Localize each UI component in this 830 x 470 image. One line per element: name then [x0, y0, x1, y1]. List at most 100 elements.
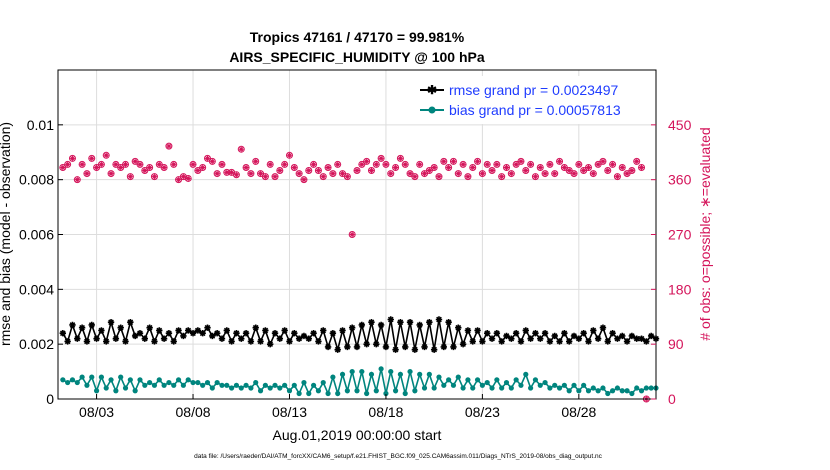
obs-point: [609, 160, 617, 168]
obs-point: [160, 163, 168, 171]
obs-point: [107, 170, 115, 178]
rmse-point: [189, 330, 197, 337]
rmse-point: [406, 319, 414, 326]
rmse-point: [585, 338, 592, 345]
bias-point: [286, 388, 293, 394]
bias-point: [108, 377, 114, 383]
bias-point: [537, 382, 543, 388]
obs-point: [285, 151, 293, 159]
bias-point: [325, 390, 331, 397]
bias-point: [238, 385, 244, 391]
bias-point: [609, 388, 616, 394]
bias-point: [499, 385, 505, 391]
obs-point: [208, 157, 216, 165]
rmse-point: [609, 330, 616, 337]
rmse-point: [329, 330, 337, 337]
rmse-point: [392, 346, 399, 353]
rmse-point: [527, 335, 534, 342]
rmse-point: [594, 335, 602, 342]
x-axis-label: Aug.01,2019 00:00:00 start: [273, 427, 442, 443]
obs-point: [358, 160, 366, 168]
bias-point: [556, 385, 563, 391]
y-left-tick-label: 0.01: [27, 117, 54, 133]
obs-point: [146, 163, 154, 171]
bias-point: [484, 379, 490, 386]
obs-point: [517, 157, 525, 165]
rmse-point: [242, 330, 250, 337]
series-layer: [59, 142, 660, 403]
obs-point: [276, 167, 284, 175]
rmse-point: [517, 338, 525, 345]
rmse-point: [165, 330, 173, 337]
obs-point: [478, 170, 486, 178]
rmse-point: [373, 340, 380, 348]
rmse-point: [185, 327, 192, 334]
rmse-point: [300, 332, 308, 340]
obs-point: [425, 167, 433, 175]
y-left-tick-label: 0.002: [19, 336, 54, 352]
obs-point: [184, 174, 192, 182]
obs-point: [589, 170, 597, 178]
rmse-point: [426, 319, 433, 326]
bias-point: [233, 382, 240, 388]
obs-point: [638, 163, 646, 171]
bias-point: [98, 374, 105, 380]
rmse-series-line: [62, 319, 657, 353]
rmse-point: [387, 316, 394, 323]
obs-point: [599, 157, 607, 165]
rmse-point: [402, 343, 409, 351]
rmse-point: [561, 330, 568, 337]
rmse-point: [228, 338, 235, 345]
rmse-point: [204, 324, 211, 331]
x-tick-label: 08/13: [272, 404, 307, 420]
rmse-point: [382, 343, 390, 351]
obs-point: [560, 163, 568, 171]
rmse-point: [493, 330, 501, 337]
rmse-point: [156, 327, 163, 334]
obs-point: [445, 163, 453, 171]
bias-point: [441, 382, 447, 388]
obs-point: [126, 173, 134, 181]
obs-point: [628, 167, 636, 175]
rmse-point: [512, 330, 520, 337]
obs-point: [565, 167, 573, 175]
rmse-point: [83, 338, 91, 345]
bias-point: [508, 385, 514, 391]
obs-point: [295, 170, 303, 178]
obs-point: [604, 167, 612, 175]
obs-point: [150, 173, 158, 181]
obs-point: [199, 163, 207, 171]
rmse-point: [498, 338, 505, 345]
x-axis-ticks: 08/03 08/08 08/13 08/18 08/23 08/28: [79, 394, 597, 420]
rmse-point: [541, 330, 549, 337]
bias-point: [142, 382, 148, 388]
rmse-point: [194, 327, 202, 334]
rmse-point: [556, 338, 563, 345]
bias-point: [494, 377, 500, 383]
rmse-point: [310, 330, 317, 337]
bias-point: [339, 371, 346, 377]
bias-point: [426, 371, 432, 377]
rmse-point: [411, 346, 419, 353]
obs-point: [623, 170, 631, 178]
bias-point: [388, 368, 394, 375]
rmse-point: [122, 338, 129, 345]
rmse-point: [358, 321, 366, 329]
bias-point: [320, 379, 326, 386]
obs-point: [474, 157, 482, 165]
bias-point: [470, 385, 476, 391]
y-left-tick-label: 0.004: [19, 281, 54, 297]
bias-point: [634, 385, 640, 391]
rmse-point: [416, 321, 423, 329]
bias-point: [547, 385, 553, 391]
rmse-point: [459, 340, 467, 348]
rmse-point: [339, 327, 346, 334]
obs-point: [310, 160, 318, 168]
rmse-point: [151, 338, 158, 345]
obs-point: [112, 160, 120, 168]
rmse-point: [348, 324, 356, 331]
bias-point: [253, 379, 259, 386]
bias-point: [402, 390, 408, 397]
obs-point: [266, 160, 274, 168]
bias-point: [335, 390, 341, 397]
